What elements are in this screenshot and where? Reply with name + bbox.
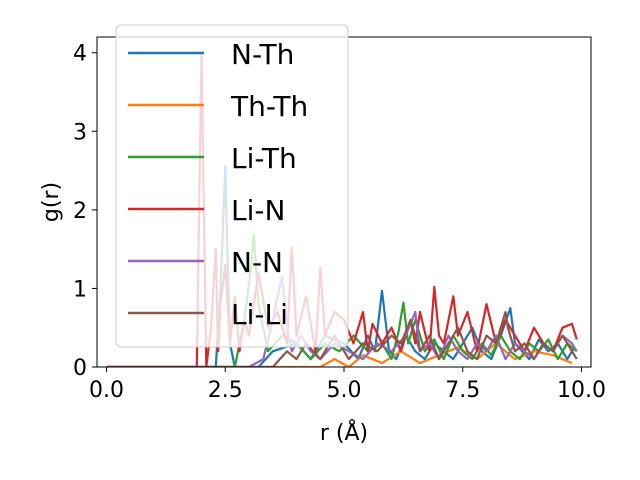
x-tick-label: 0.0 xyxy=(89,378,124,403)
legend-label-n-n: N-N xyxy=(231,246,283,279)
y-tick-label: 1 xyxy=(73,277,87,302)
series-line-li-li xyxy=(106,310,578,367)
series-layer xyxy=(106,53,578,367)
y-tick-label: 0 xyxy=(73,356,87,381)
y-axis-ticks: 0 1 2 3 4 xyxy=(73,42,97,381)
y-tick-label: 3 xyxy=(73,120,87,145)
legend-label-th-th: Th-Th xyxy=(230,90,308,123)
y-tick-label: 4 xyxy=(73,42,87,67)
x-tick-label: 7.5 xyxy=(445,378,480,403)
y-axis-label: g(r) xyxy=(39,182,64,222)
legend-label-n-th: N-Th xyxy=(231,38,294,71)
x-tick-label: 5.0 xyxy=(327,378,362,403)
y-tick-label: 2 xyxy=(73,199,87,224)
x-axis-ticks: 0.0 2.5 5.0 7.5 10.0 xyxy=(89,367,606,403)
x-tick-label: 2.5 xyxy=(208,378,243,403)
x-tick-label: 10.0 xyxy=(557,378,606,403)
legend: N-Th Th-Th Li-Th Li-N N-N Li-Li xyxy=(115,24,349,348)
legend-label-li-n: Li-N xyxy=(231,194,285,227)
x-axis-label: r (Å) xyxy=(320,419,368,446)
legend-label-li-li: Li-Li xyxy=(231,298,288,331)
legend-label-li-th: Li-Th xyxy=(231,142,297,175)
